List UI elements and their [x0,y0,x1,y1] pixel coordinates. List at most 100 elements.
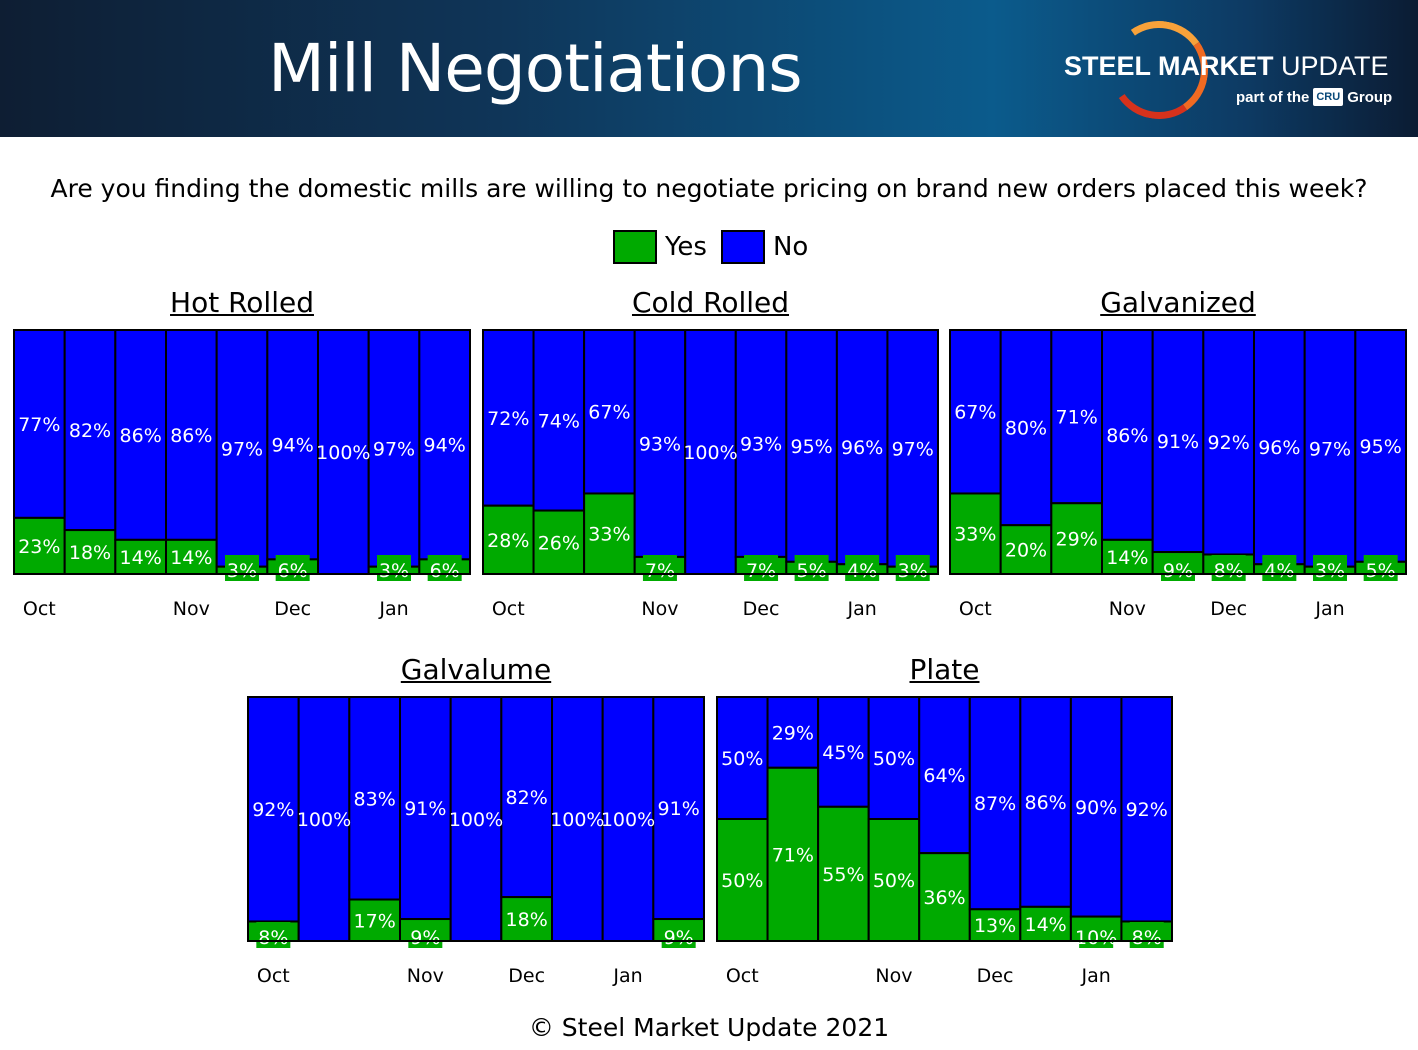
chart-title: Plate [909,653,980,686]
data-label-no: 97% [1309,438,1351,460]
label-bg [408,922,443,948]
page-title: Mill Negotiations [268,30,803,107]
data-label-no: 100% [550,809,604,831]
data-label-no: 86% [120,425,162,447]
data-label-no: 94% [424,435,466,457]
label-bg [1129,922,1164,948]
data-label-yes: 7% [746,560,776,582]
chart-title: Hot Rolled [170,286,314,319]
data-label-yes: 6% [430,560,460,582]
data-label-yes: 18% [69,542,111,564]
bar-no [867,696,921,820]
data-label-no: 100% [683,442,737,464]
x-tick-label: Dec [1210,598,1247,620]
x-tick-label: Dec [274,598,311,620]
data-label-yes: 4% [847,560,877,582]
data-label-no: 100% [316,442,370,464]
data-label-yes: 3% [227,560,257,582]
x-tick-label: Oct [23,598,56,620]
data-label-yes: 6% [278,560,308,582]
data-label-yes: 55% [822,864,864,886]
data-label-no: 91% [658,798,700,820]
data-label-yes: 14% [120,547,162,569]
chart-svg: 67% 33% Oct 80% 20% 71% 29% 86% 14% Nov 91% 9% 92% 8%… [949,329,1408,620]
label-bg [553,806,602,832]
bar-yes [918,852,971,942]
bar-no [1019,696,1072,908]
x-tick-label: Oct [726,965,759,987]
data-label-no: 67% [954,402,996,424]
logo-text-1: STEEL M [1064,51,1181,81]
data-label-no: 50% [873,748,915,770]
legend-yes-swatch [613,230,657,264]
data-label-no: 71% [1056,407,1098,429]
data-label-yes: 9% [410,927,440,949]
label-bg [642,555,677,581]
bar-yes [532,509,586,575]
data-label-yes: 5% [797,560,827,582]
data-label-no: 100% [449,809,503,831]
data-label-no: 94% [272,435,314,457]
data-label-yes: 9% [664,927,694,949]
chart-galvalume: Galvalume 92% 8% Oct 100% 83% 17% 91% 9% Nov 100% 8… [247,653,706,987]
data-label-yes: 17% [354,910,396,932]
x-tick-label: Jan [378,598,408,620]
legend-no-swatch [720,230,765,264]
x-tick-label: Dec [508,965,545,987]
label-bg [1161,555,1195,581]
data-label-no: 95% [1360,436,1402,458]
bar-yes [583,492,636,575]
label-bg [661,922,696,948]
x-tick-label: Jan [847,598,877,620]
data-label-no: 74% [538,410,580,432]
legend-yes-label: Yes [665,232,707,262]
x-tick-label: Oct [959,598,992,620]
header-banner: Mill Negotiations STEEL MARKET UPDATE pa… [0,0,1418,137]
data-label-yes: 3% [898,560,928,582]
data-label-no: 64% [923,765,965,787]
data-label-yes: 36% [923,887,965,909]
data-label-no: 50% [721,748,763,770]
legend: Yes No [613,230,822,264]
data-label-no: 86% [1106,425,1148,447]
data-label-yes: 14% [1106,547,1148,569]
chart-frame [482,329,939,575]
bar-no [418,329,472,561]
label-bg [744,555,779,581]
logo-sub-post: Group [1347,88,1393,106]
bar-yes [165,538,218,575]
x-tick-label: Jan [1081,965,1111,987]
legend-no-label: No [772,232,809,262]
data-label-yes: 8% [258,927,288,949]
data-label-yes: 8% [1132,927,1162,949]
data-label-yes: 20% [1005,540,1047,562]
data-label-no: 100% [601,809,655,831]
label-bg [604,806,652,832]
chart-plate: Plate 50% 50% Oct 29% 71% 45% 55% 50% 50% Nov 64% 36… [716,653,1174,987]
data-label-yes: 9% [1163,560,1193,582]
data-label-no: 45% [822,742,864,764]
bar-no [1253,329,1306,566]
x-tick-label: Nov [407,965,444,987]
data-label-yes: 18% [506,909,548,931]
label-bg [895,555,930,581]
data-label-no: 72% [487,408,529,430]
chart-hot-rolled: Hot Rolled 77% 23% Oct 82% 18% 86% 14% 86% 14% Nov… [13,286,472,620]
logo-text-2: ARKET [1180,51,1274,81]
bar-no [785,329,838,563]
label-bg [686,439,735,465]
chart-cold-rolled: Cold Rolled 72% 28% Oct 74% 26% 67% 33% 93% 7% Nov… [482,286,940,620]
chart-frame [716,696,1173,942]
logo-sub-pre: part of the [1236,88,1310,106]
data-label-no: 91% [404,798,446,820]
data-label-no: 96% [841,437,883,459]
bar-no [1202,329,1255,556]
bar-no [500,696,553,899]
data-label-no: 91% [1157,431,1199,453]
label-bg [275,555,310,581]
data-label-no: 92% [1126,799,1168,821]
label-bg [845,555,880,581]
logo-text-3: UPDATE [1273,51,1389,81]
chart-frame [247,696,705,942]
data-label-no: 86% [170,425,212,447]
